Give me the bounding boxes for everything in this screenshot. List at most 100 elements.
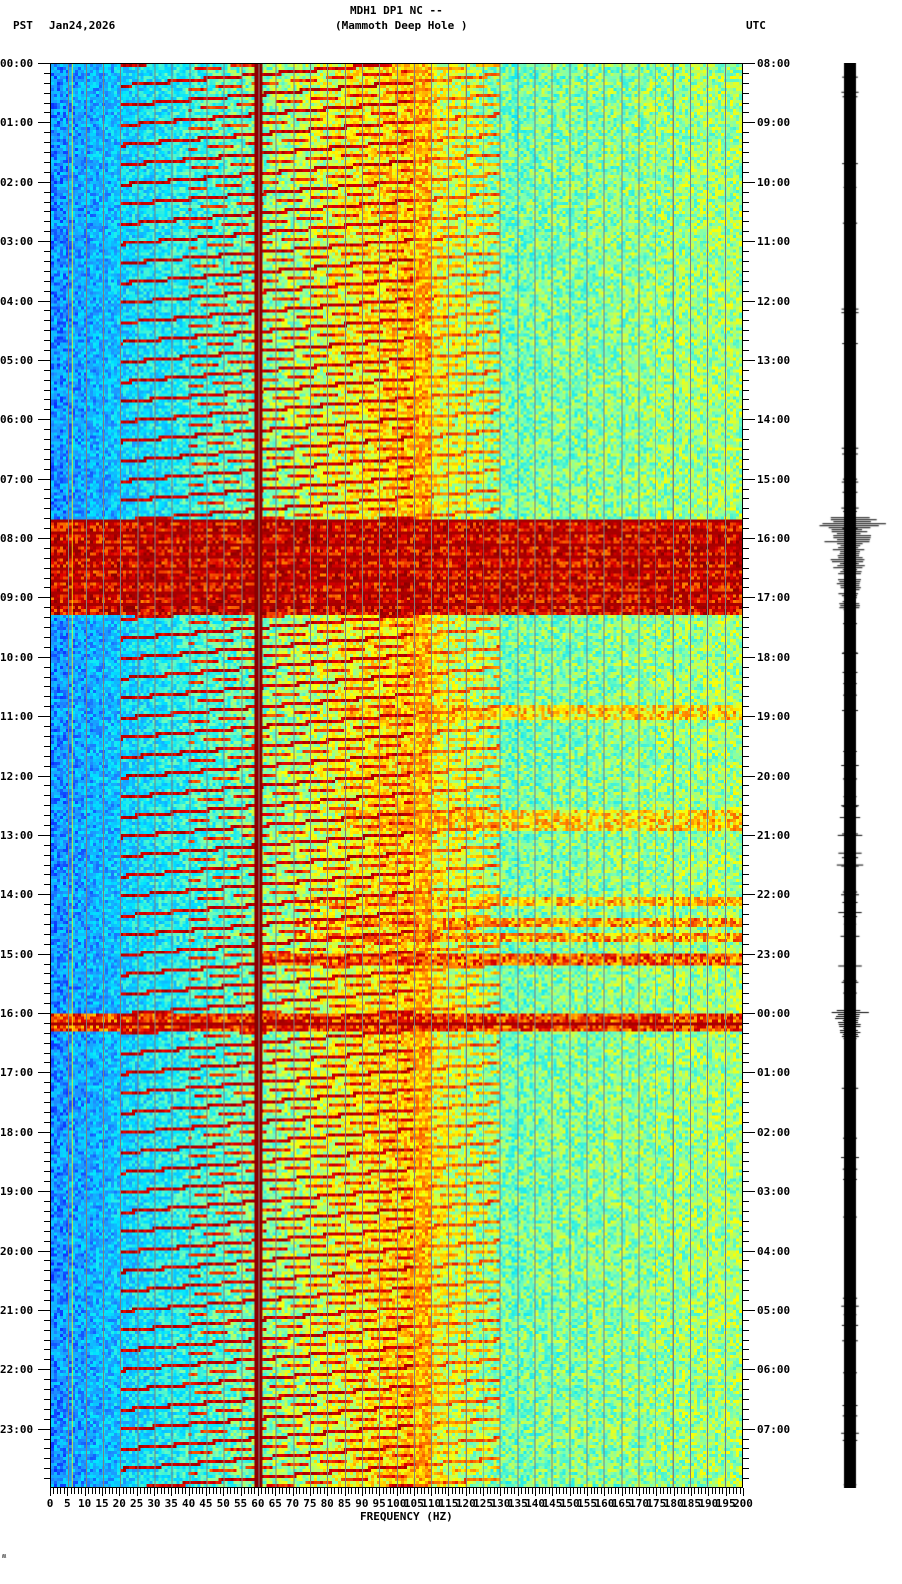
right-minor-tick (743, 805, 749, 806)
right-minor-tick (743, 409, 749, 410)
x-minor-tick (629, 1488, 630, 1494)
left-major-tick (38, 953, 50, 955)
right-minor-tick (743, 934, 749, 935)
right-minor-tick (743, 83, 749, 84)
right-minor-tick (743, 449, 749, 450)
right-minor-tick (743, 281, 749, 282)
left-minor-tick (44, 815, 50, 816)
left-major-tick (38, 1250, 50, 1252)
left-minor-tick (44, 805, 50, 806)
right-minor-tick (743, 112, 749, 113)
right-minor-tick (743, 1241, 749, 1242)
left-major-tick (38, 538, 50, 539)
right-major-tick (743, 1250, 755, 1252)
right-minor-tick (743, 1439, 749, 1440)
x-minor-tick (144, 1488, 145, 1494)
x-major-tick (85, 1488, 86, 1496)
left-major-tick (38, 1369, 50, 1371)
x-tick-label: 25 (130, 1497, 144, 1510)
right-minor-tick (743, 271, 749, 272)
left-time-label: 23:00 (0, 1422, 34, 1436)
left-major-tick (38, 1428, 50, 1430)
left-minor-tick (44, 390, 50, 391)
x-minor-tick (185, 1488, 186, 1494)
x-minor-tick (150, 1488, 151, 1494)
right-minor-tick (743, 1023, 749, 1024)
right-minor-tick (743, 677, 749, 678)
left-major-tick (38, 656, 50, 658)
right-time-label: 05:00 (757, 1303, 791, 1317)
x-minor-tick (608, 1488, 609, 1494)
x-minor-tick (473, 1488, 474, 1494)
right-minor-tick (743, 756, 749, 757)
left-minor-tick (44, 380, 50, 381)
left-minor-tick (44, 231, 50, 232)
right-time-label: 13:00 (757, 353, 791, 367)
x-minor-tick (196, 1488, 197, 1494)
right-time-label: 06:00 (757, 1363, 791, 1377)
x-tick-label: 125 (473, 1497, 494, 1510)
right-minor-tick (743, 1003, 749, 1004)
right-minor-tick (743, 528, 749, 529)
x-major-tick (570, 1488, 571, 1496)
x-minor-tick (677, 1488, 678, 1494)
left-time-label: 00:00 (0, 57, 34, 70)
right-minor-tick (743, 1389, 749, 1390)
left-minor-tick (44, 874, 50, 875)
x-minor-tick (248, 1488, 249, 1494)
x-tick-label: 40 (181, 1497, 196, 1510)
x-tick-label: 170 (629, 1497, 649, 1510)
right-time-label: 09:00 (757, 116, 791, 130)
x-tick-label: 155 (577, 1497, 597, 1510)
left-minor-tick (44, 865, 50, 866)
left-time-label: 01:00 (0, 116, 34, 130)
left-minor-tick (44, 973, 50, 974)
x-minor-tick (199, 1488, 200, 1494)
left-minor-tick (44, 568, 50, 569)
x-major-tick (431, 1488, 432, 1496)
left-minor-tick (44, 1468, 50, 1469)
left-minor-tick (44, 1043, 50, 1044)
x-minor-tick (60, 1488, 61, 1494)
right-major-tick (743, 419, 755, 421)
right-minor-tick (743, 93, 749, 94)
right-minor-tick (743, 508, 749, 509)
left-minor-tick (44, 1003, 50, 1004)
right-major-tick (743, 597, 755, 599)
right-minor-tick (743, 973, 749, 974)
left-minor-tick (44, 1320, 50, 1321)
left-time-label: 02:00 (0, 175, 34, 189)
left-minor-tick (44, 330, 50, 331)
x-minor-tick (348, 1488, 349, 1494)
right-minor-tick (743, 1349, 749, 1350)
right-major-tick (743, 538, 755, 539)
x-major-tick (500, 1488, 501, 1496)
right-minor-tick (743, 1399, 749, 1400)
left-minor-tick (44, 439, 50, 440)
x-minor-tick (317, 1488, 318, 1494)
right-time-label: 21:00 (757, 828, 791, 842)
x-major-tick (171, 1488, 172, 1496)
right-minor-tick (743, 924, 749, 925)
right-minor-tick (743, 1043, 749, 1044)
right-time-label: 22:00 (757, 888, 791, 902)
right-minor-tick (743, 647, 749, 648)
left-time-label: 08:00 (0, 532, 34, 545)
left-minor-tick (44, 1102, 50, 1103)
right-major-tick (743, 63, 755, 64)
left-major-tick (38, 834, 50, 836)
right-minor-tick (743, 1260, 749, 1261)
right-major-tick (743, 1369, 755, 1371)
right-major-tick (743, 1131, 755, 1133)
left-minor-tick (44, 1439, 50, 1440)
x-major-tick (743, 1488, 744, 1496)
x-minor-tick (507, 1488, 508, 1494)
x-major-tick (622, 1488, 623, 1496)
right-minor-tick (743, 884, 749, 885)
right-minor-tick (743, 1379, 749, 1380)
left-minor-tick (44, 617, 50, 618)
x-minor-tick (594, 1488, 595, 1494)
right-minor-tick (743, 1300, 749, 1301)
right-major-tick (743, 300, 755, 302)
x-minor-tick (452, 1488, 453, 1494)
